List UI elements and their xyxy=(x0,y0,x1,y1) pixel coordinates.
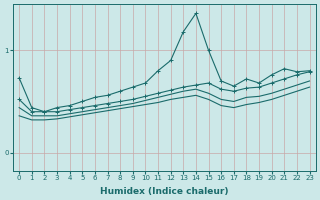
X-axis label: Humidex (Indice chaleur): Humidex (Indice chaleur) xyxy=(100,187,228,196)
